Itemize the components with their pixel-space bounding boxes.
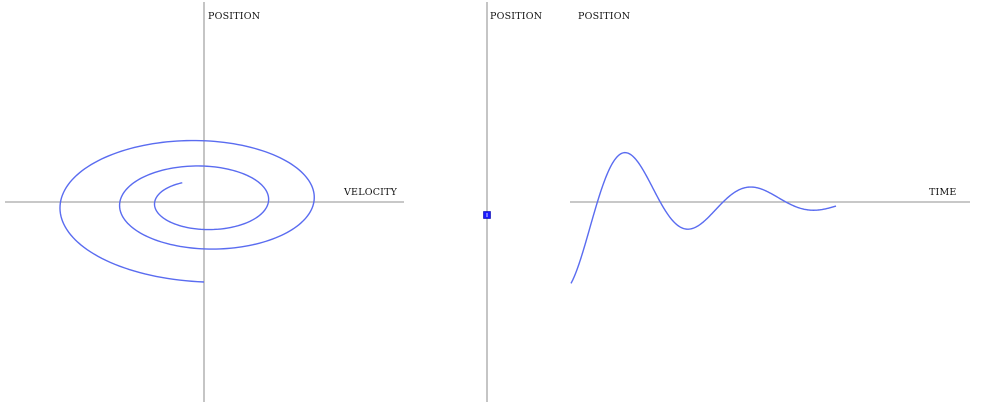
phase-x-axis-label: VELOCITY bbox=[343, 187, 398, 198]
time-x-axis-label: TIME bbox=[929, 187, 957, 198]
position-panel: POSITION bbox=[483, 2, 542, 402]
time-series-curve bbox=[570, 151, 837, 284]
phase-spiral-curve bbox=[59, 139, 315, 283]
phase-space-panel: POSITION VELOCITY bbox=[5, 2, 404, 402]
time-series-panel: POSITION TIME bbox=[570, 11, 970, 284]
phase-y-axis-label: POSITION bbox=[208, 11, 260, 22]
time-y-axis-label: POSITION bbox=[578, 11, 630, 22]
position-axis-label: POSITION bbox=[490, 11, 542, 22]
